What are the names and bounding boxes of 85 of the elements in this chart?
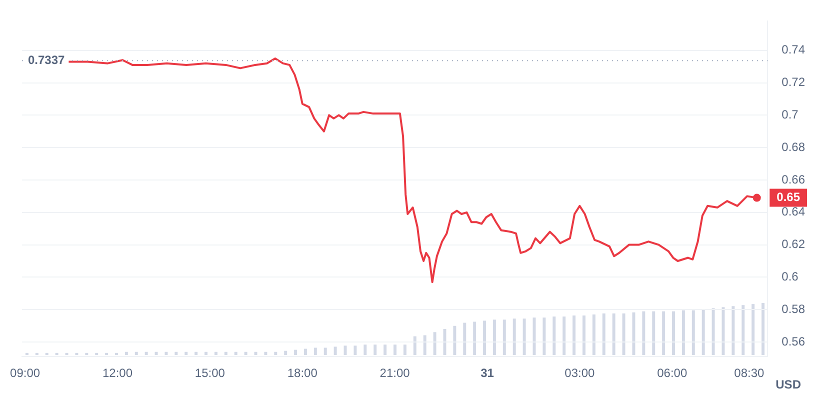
bar	[224, 351, 228, 355]
bar	[512, 318, 516, 355]
bar	[592, 314, 596, 355]
bar	[602, 312, 606, 355]
x-tick-label: 12:00	[102, 366, 133, 380]
y-tick-label: 0.64	[782, 204, 806, 219]
x-tick-label: 31	[480, 366, 494, 380]
bar	[344, 345, 347, 355]
bar	[622, 312, 626, 355]
bar	[722, 306, 725, 355]
y-tick-label: 0.56	[782, 334, 806, 348]
y-tick-label: 0.72	[782, 75, 806, 90]
x-tick-label: 06:00	[657, 366, 688, 380]
bar	[334, 346, 337, 355]
bar	[762, 302, 765, 355]
bar	[433, 332, 436, 355]
bar	[324, 347, 327, 355]
bar	[174, 351, 178, 355]
bar	[682, 310, 685, 355]
bar	[492, 319, 496, 355]
bar	[374, 344, 377, 355]
bar	[522, 318, 526, 355]
bar	[662, 310, 666, 355]
x-tick-label: 09:00	[10, 366, 40, 380]
bar	[473, 321, 476, 355]
y-tick-label: 0.74	[782, 42, 806, 57]
bar	[752, 304, 755, 355]
bar	[483, 320, 486, 355]
bar	[393, 344, 396, 355]
bar	[612, 312, 616, 355]
x-tick-label: 21:00	[380, 366, 410, 380]
bar	[304, 348, 307, 355]
x-tick-label: 08:30	[734, 366, 764, 380]
bar	[453, 325, 456, 355]
bar	[732, 306, 735, 355]
bar	[364, 344, 367, 355]
y-tick-label: 0.66	[782, 172, 806, 186]
bar	[234, 351, 238, 355]
bar	[144, 351, 148, 355]
bar	[184, 351, 188, 355]
bar	[632, 312, 636, 355]
y-tick-label: 0.68	[782, 140, 806, 154]
annotation: 0.65	[776, 190, 800, 204]
bar	[284, 350, 288, 355]
bar	[214, 351, 218, 355]
y-tick-label: 0.62	[782, 237, 806, 252]
bar	[652, 310, 656, 355]
bar	[274, 351, 278, 355]
bar	[134, 351, 138, 355]
bar	[692, 310, 695, 355]
bar	[502, 319, 506, 355]
y-tick-label: 0.7	[782, 107, 799, 122]
bar	[124, 351, 128, 355]
bar	[542, 317, 546, 355]
bar	[294, 349, 298, 355]
ref-line-label: 0.7337	[28, 52, 66, 67]
bar	[194, 351, 198, 355]
bar	[403, 344, 406, 355]
y-axis-title: USD	[776, 377, 802, 392]
x-tick-label: 03:00	[564, 366, 596, 380]
bar	[204, 351, 208, 355]
y-tick-label: 0.6	[782, 270, 799, 284]
bar	[463, 322, 466, 355]
x-tick-label: 15:00	[194, 366, 226, 380]
bar	[354, 345, 357, 355]
x-tick-label: 18:00	[287, 366, 318, 380]
bar	[384, 344, 387, 355]
bar	[423, 334, 426, 355]
bar	[712, 308, 715, 355]
bar	[314, 347, 317, 355]
bar	[164, 351, 168, 355]
bar	[702, 308, 705, 355]
bar	[582, 315, 586, 355]
bar	[264, 351, 268, 355]
bar	[642, 310, 646, 355]
y-tick-label: 0.58	[782, 302, 806, 316]
bar	[572, 315, 576, 355]
bar	[742, 304, 745, 355]
bar	[552, 316, 556, 355]
bar	[413, 336, 416, 355]
bar	[244, 351, 248, 355]
bar	[672, 310, 675, 355]
bar	[443, 328, 446, 355]
bar	[562, 316, 566, 355]
bar	[154, 351, 158, 355]
